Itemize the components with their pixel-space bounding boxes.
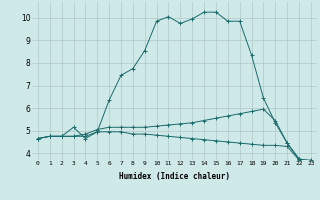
X-axis label: Humidex (Indice chaleur): Humidex (Indice chaleur) bbox=[119, 172, 230, 181]
